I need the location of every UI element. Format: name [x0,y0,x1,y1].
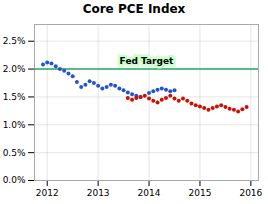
svg-text:0.0%: 0.0% [3,175,26,185]
svg-text:2016: 2016 [239,188,262,198]
svg-text:2.0%: 2.0% [3,64,26,74]
svg-text:1.0%: 1.0% [3,120,26,130]
svg-text:2013: 2013 [87,188,110,198]
svg-text:0.5%: 0.5% [3,148,26,158]
svg-text:Fed Target: Fed Target [120,56,175,66]
svg-text:1.5%: 1.5% [3,92,26,102]
svg-text:2012: 2012 [36,188,59,198]
svg-text:2.5%: 2.5% [3,36,26,46]
svg-text:2014: 2014 [138,188,161,198]
html-text:Core PCE Index: Core PCE Index [82,2,186,16]
svg-text:2015: 2015 [189,188,212,198]
